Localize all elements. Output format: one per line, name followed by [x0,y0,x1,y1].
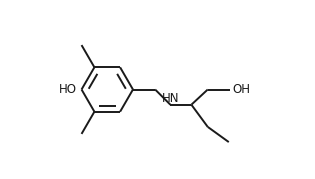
Text: HO: HO [59,83,77,96]
Text: OH: OH [232,83,250,96]
Text: HN: HN [162,92,179,105]
